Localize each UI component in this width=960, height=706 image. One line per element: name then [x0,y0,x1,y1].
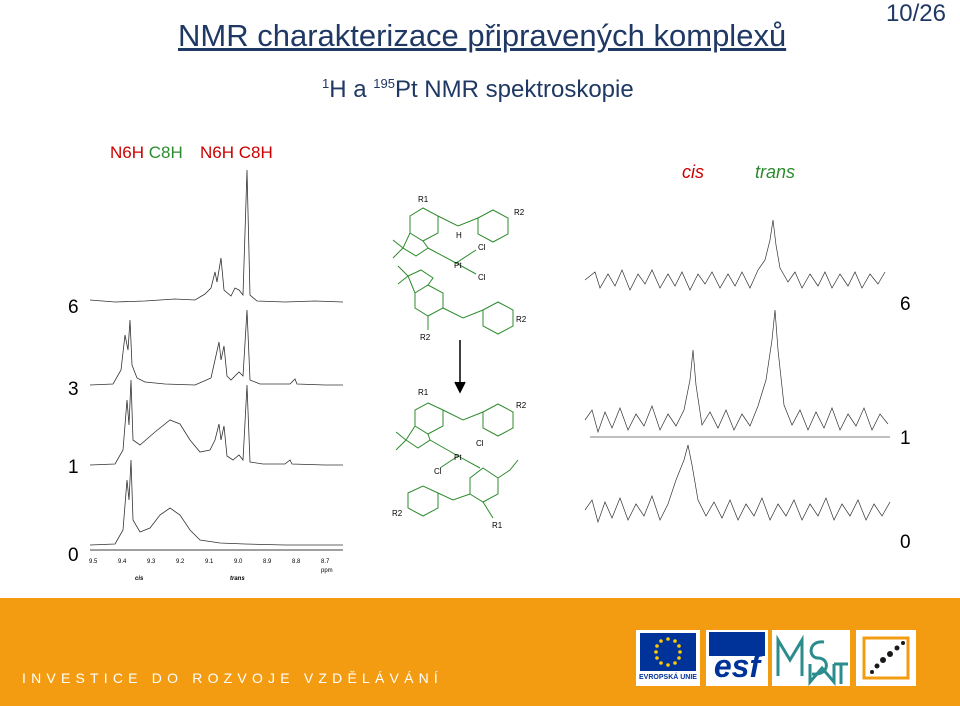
axis-tick: 9.1 [205,559,214,565]
slide-title: NMR charakterizace připravených komplexů [178,18,787,53]
struct-r1-top: R1 [418,195,429,204]
axis-tick: 8.8 [292,559,301,565]
right-nmr-spectrum [584,219,891,524]
left-row-label-3: 3 [68,379,79,400]
spectrum-trace-3 [89,309,343,386]
struct-pt-top: Pt [454,261,462,270]
footer-text: INVESTICE DO ROZVOJE VZDĚLÁVÁNÍ [22,670,444,686]
struct-nh-top: H [456,231,462,240]
axis-tick: 8.9 [263,559,272,565]
struct-cl-low-2: Cl [434,467,442,476]
label-n6h-1: N6H [110,143,145,162]
pt-trace-1 [584,309,889,434]
left-row-label-0: 0 [68,545,79,566]
struct-r1-bottom: R1 [492,521,503,530]
label-c8h-2: C8H [238,143,273,162]
axis-tick: 9.2 [176,559,185,565]
struct-r2-mid: R2 [516,315,527,324]
msmt-icon [776,634,848,687]
opvk-logo [856,630,916,686]
right-row-label-1: 1 [900,428,911,449]
label-trans: trans [755,162,796,182]
axis-tick: 9.0 [234,559,243,565]
esf-logo-text: esf [713,648,761,684]
label-c8h-1: C8H [148,143,183,162]
left-nmr-spectrum: 9.5 9.4 9.3 9.2 9.1 9.0 8.9 8.8 8.7 ppm … [89,169,344,582]
axis-unit: ppm [321,568,333,574]
struct-cl-low-1: Cl [476,439,484,448]
right-row-label-0: 0 [900,532,911,553]
struct-r2-top: R2 [514,208,525,217]
pt-trace-6 [584,219,886,291]
struct-r2-bottom: R2 [392,509,403,518]
axis-cis-label: cis [135,576,144,582]
subtitle-isotope-1: 1 [322,76,330,91]
chemical-structures: R1 R2 H Pt Cl Cl R2 R2 R1 R2 Pt Cl Cl R2… [392,195,527,530]
left-row-label-6: 6 [68,297,79,318]
eu-logo-text: EVROPSKÁ UNIE [639,674,697,681]
eu-flag-icon [640,633,696,671]
label-group-2: N6H C8H [200,143,273,163]
left-row-label-1: 1 [68,457,79,478]
struct-cl-top-1: Cl [478,243,486,252]
spectrum-trace-0 [89,459,343,546]
msmt-logo [772,630,850,687]
struct-r2-mid-2: R2 [420,333,431,342]
page-number: 10/26 [885,0,946,27]
axis-tick: 9.5 [89,559,98,565]
esf-logo: esf [706,630,768,686]
label-n6h-2: N6H [200,143,235,162]
right-row-label-6: 6 [900,294,911,315]
eu-logo: EVROPSKÁ UNIE [636,630,700,686]
label-group-1: N6H C8H [110,143,183,163]
struct-cl-top-2: Cl [478,273,486,282]
struct-pt-low: Pt [454,453,462,462]
spectrum-trace-1 [89,379,343,466]
subtitle-part-1: H a [329,76,374,103]
label-cis: cis [682,162,704,182]
axis-tick: 8.7 [321,559,330,565]
axis-tick: 9.3 [147,559,156,565]
subtitle-isotope-2: 195 [373,76,395,91]
struct-r1-low: R1 [418,388,429,397]
opvk-icon [862,636,910,680]
pt-trace-0 [584,444,891,524]
axis-tick: 9.4 [118,559,127,565]
esf-flag-icon [709,632,765,656]
axis-trans-label: trans [230,576,245,582]
subtitle-part-2: Pt NMR spektroskopie [394,76,634,103]
struct-r2-low: R2 [516,401,527,410]
spectrum-trace-6 [89,169,344,303]
slide-subtitle: 1H a 195Pt NMR spektroskopie [322,76,634,104]
